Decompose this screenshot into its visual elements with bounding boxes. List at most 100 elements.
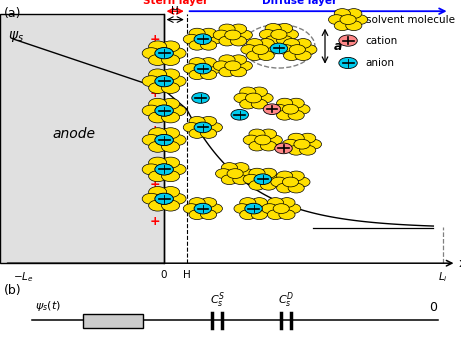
Circle shape [266,135,282,145]
Circle shape [183,34,199,44]
Circle shape [253,45,268,55]
Circle shape [221,163,237,173]
Circle shape [245,203,262,214]
Bar [0,14,164,263]
Circle shape [155,164,173,175]
Circle shape [194,63,212,74]
Circle shape [258,38,274,48]
Circle shape [148,157,167,168]
Circle shape [161,187,180,197]
Circle shape [142,105,160,116]
Circle shape [334,9,350,19]
Circle shape [168,164,186,175]
Circle shape [194,122,212,133]
Text: +: + [150,196,161,210]
Text: $\psi_s$: $\psi_s$ [8,29,24,44]
Circle shape [189,70,205,79]
Text: $C_s^S$: $C_s^S$ [210,290,225,310]
Circle shape [265,36,281,46]
Text: $R_e$: $R_e$ [106,314,120,328]
Circle shape [247,38,263,48]
Circle shape [249,180,265,190]
Circle shape [155,48,173,59]
Circle shape [142,164,160,175]
Circle shape [284,51,300,61]
Circle shape [195,64,211,74]
Circle shape [192,93,209,103]
Circle shape [254,135,271,145]
Circle shape [277,23,293,33]
Circle shape [236,30,253,40]
Circle shape [148,83,167,93]
Text: solvent molecule: solvent molecule [366,15,455,24]
Text: +: + [150,215,161,228]
Text: Diffuse layer: Diffuse layer [262,0,337,6]
Circle shape [258,51,274,61]
Text: +: + [150,87,161,100]
Circle shape [278,45,294,55]
Circle shape [201,40,217,50]
Circle shape [230,67,247,77]
Text: anion: anion [366,58,395,68]
Circle shape [306,139,322,149]
Circle shape [251,210,267,219]
Circle shape [288,133,304,143]
Circle shape [148,200,167,211]
Circle shape [301,45,317,55]
Circle shape [262,204,278,214]
Circle shape [194,203,212,214]
Circle shape [161,69,180,80]
Circle shape [234,204,250,214]
Circle shape [346,9,362,19]
Circle shape [168,193,186,204]
Circle shape [161,55,180,65]
Circle shape [168,105,186,116]
Text: +: + [150,51,161,64]
Circle shape [234,93,250,103]
Circle shape [288,110,304,120]
Circle shape [155,48,173,59]
Circle shape [275,143,292,154]
Circle shape [148,41,167,52]
Circle shape [260,168,277,178]
Text: +: + [150,178,161,191]
Circle shape [260,141,277,151]
Text: $-L_e$: $-L_e$ [13,270,33,284]
Circle shape [294,104,310,114]
Circle shape [213,61,230,71]
Circle shape [279,198,295,208]
Circle shape [346,21,362,30]
Circle shape [230,55,247,65]
Circle shape [195,34,211,44]
Circle shape [225,61,241,71]
Circle shape [254,174,271,184]
Text: +: + [150,33,161,46]
Circle shape [168,76,186,87]
Text: 0: 0 [160,270,167,280]
Circle shape [161,41,180,52]
Circle shape [183,64,199,74]
Circle shape [155,193,173,204]
Circle shape [259,29,276,39]
Circle shape [142,48,160,59]
Circle shape [148,98,167,109]
Circle shape [189,40,205,50]
Circle shape [206,122,222,132]
Text: +: + [150,124,161,137]
Circle shape [251,87,267,97]
Text: H: H [183,270,190,280]
Circle shape [142,193,160,204]
Circle shape [148,141,167,152]
Circle shape [277,98,293,108]
Circle shape [295,38,311,48]
Text: cation: cation [366,36,398,46]
Circle shape [216,169,231,178]
Circle shape [249,141,265,151]
Circle shape [271,104,287,114]
Text: +: + [150,160,161,173]
Circle shape [195,122,211,132]
Circle shape [290,45,306,55]
Circle shape [233,175,249,184]
Circle shape [230,24,247,34]
Circle shape [161,171,180,182]
